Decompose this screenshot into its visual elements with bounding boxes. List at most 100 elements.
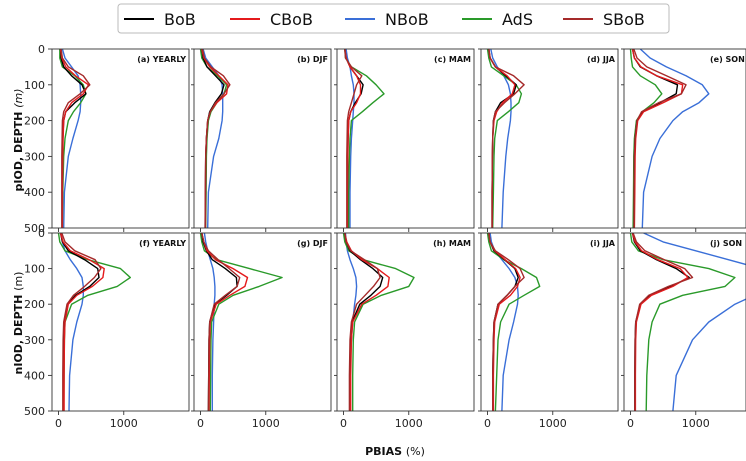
y-tick-label: 500: [24, 222, 45, 235]
panel-frame: [623, 48, 746, 229]
panel-lines: [629, 233, 746, 411]
series-line-ads: [59, 49, 87, 228]
panel-8: (h) MAM 0 1000: [334, 232, 475, 430]
y-tick-label: 300: [24, 334, 45, 347]
series-line-sbob: [488, 49, 525, 228]
series-line-sbob: [201, 233, 241, 411]
series-line-cbob: [344, 49, 362, 228]
panel-frame: [51, 48, 190, 229]
panel-label: (b) DJF: [297, 55, 328, 64]
y-tick-label: 400: [24, 369, 45, 382]
y-tick-label: 200: [24, 298, 45, 311]
panel-6: (f) YEARLY 0 100 200 300 400 500 0 1000: [24, 227, 190, 430]
y-tick-label: 400: [24, 186, 45, 199]
series-line-sbob: [201, 49, 231, 228]
panel-label: (d) JJA: [587, 55, 616, 64]
series-line-sbob: [488, 233, 525, 411]
y-tick-label: 300: [24, 150, 45, 163]
panel-lines: [486, 49, 525, 228]
panel-frame: [336, 232, 475, 412]
series-line-sbob: [60, 49, 91, 228]
series-line-cbob: [631, 233, 689, 411]
y-tick-label: 0: [38, 227, 45, 240]
series-line-ads: [629, 233, 736, 411]
panel-frame: [480, 48, 619, 229]
panel-lines: [199, 233, 283, 411]
x-tick-label: 0: [55, 417, 62, 430]
x-axis-label: PBIAS (%): [365, 445, 425, 458]
panel-frame: [193, 232, 332, 412]
series-line-ads: [342, 233, 415, 411]
panel-10: (j) SON 0 1000: [621, 232, 746, 430]
panel-3: (c) MAM: [334, 48, 475, 232]
panel-lines: [199, 49, 231, 228]
series-line-bob: [631, 233, 690, 411]
y-tick-label: 0: [38, 43, 45, 56]
panel-label: (f) YEARLY: [139, 239, 186, 248]
series-line-sbob: [61, 233, 102, 411]
panel-label: (h) MAM: [433, 239, 471, 248]
panel-9: (i) JJA 0 1000: [478, 232, 619, 430]
panel-4: (d) JJA: [478, 48, 619, 232]
panel-7: (g) DJF 0 1000: [191, 232, 332, 430]
series-line-nbob: [643, 233, 746, 411]
series-line-cbob: [59, 233, 105, 411]
series-line-sbob: [632, 233, 694, 411]
panel-frame: [51, 232, 190, 412]
y-tick-label: 100: [24, 79, 45, 92]
panel-lines: [59, 49, 91, 228]
panel-label: (c) MAM: [434, 55, 471, 64]
series-line-sbob: [633, 49, 687, 228]
panel-frame: [193, 48, 332, 229]
panel-label: (g) DJF: [297, 239, 328, 248]
series-line-sbob: [344, 49, 363, 228]
panel-lines: [486, 233, 541, 411]
series-line-ads: [486, 49, 523, 228]
series-line-cbob: [59, 49, 90, 228]
series-line-ads: [199, 233, 283, 411]
legend-frame: [117, 3, 670, 34]
series-line-sbob: [344, 233, 381, 411]
series-line-nbob: [490, 49, 512, 228]
panel-label: (a) YEARLY: [137, 55, 186, 64]
panel-frame: [480, 232, 619, 412]
legend-label-ads: AdS: [502, 10, 533, 29]
panel-frame: [336, 48, 475, 229]
x-tick-label: 1000: [110, 417, 138, 430]
series-line-nbob: [639, 49, 710, 228]
panel-2: (b) DJF: [191, 48, 332, 232]
x-tick-label: 1000: [539, 417, 567, 430]
legend-label-nbob: NBoB: [385, 10, 429, 29]
y-tick-label: 100: [24, 263, 45, 276]
legend: BoB CBoB NBoB AdS SBoB: [117, 3, 670, 34]
x-tick-label: 0: [627, 417, 634, 430]
panel-label: (i) JJA: [590, 239, 616, 248]
panel-lines: [342, 233, 415, 411]
x-tick-label: 0: [197, 417, 204, 430]
panel-5: (e) SON: [621, 48, 746, 232]
row-label-niod: nIOD, DEPTH (m): [12, 272, 25, 375]
x-tick-label: 0: [484, 417, 491, 430]
panel-lines: [57, 233, 132, 411]
y-tick-label: 500: [24, 405, 45, 418]
x-tick-label: 1000: [395, 417, 423, 430]
panel-lines: [344, 49, 385, 228]
x-tick-label: 0: [340, 417, 347, 430]
panels-group: (a) YEARLY 0 100 200 300 400 500 (b) DJF (c) MAM…: [24, 43, 746, 430]
y-tick-label: 200: [24, 115, 45, 128]
row-label-piod: pIOD, DEPTH (m): [12, 88, 25, 191]
legend-label-sbob: SBoB: [603, 10, 645, 29]
panel-label: (j) SON: [710, 239, 742, 248]
panel-lines: [629, 49, 710, 228]
legend-label-bob: BoB: [164, 10, 196, 29]
x-tick-label: 1000: [682, 417, 710, 430]
series-line-nbob: [202, 49, 224, 228]
series-line-bob: [59, 233, 100, 411]
panel-frame: [623, 232, 746, 412]
panel-1: (a) YEARLY 0 100 200 300 400 500: [24, 43, 190, 235]
legend-label-cbob: CBoB: [270, 10, 313, 29]
series-line-bob: [631, 49, 679, 228]
panel-label: (e) SON: [710, 55, 745, 64]
series-line-ads: [486, 233, 541, 411]
